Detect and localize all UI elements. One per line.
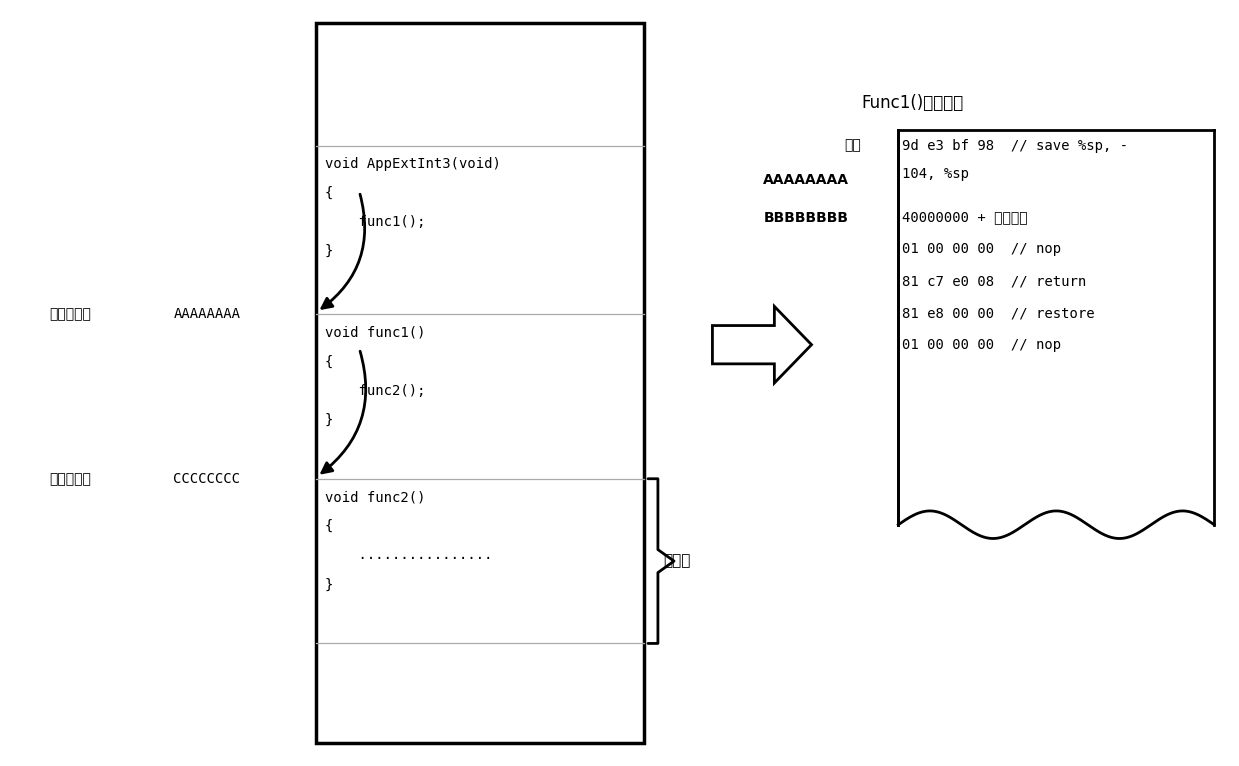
Text: 01 00 00 00  // nop: 01 00 00 00 // nop: [902, 339, 1061, 352]
Text: CCCCCCCC: CCCCCCCC: [173, 472, 240, 486]
Text: {: {: [325, 186, 333, 200]
Text: Func1()替换为：: Func1()替换为：: [861, 94, 964, 113]
Text: 注入区: 注入区: [663, 553, 690, 568]
Polygon shape: [898, 130, 1214, 538]
Text: {: {: [325, 519, 333, 533]
Text: 104, %sp: 104, %sp: [902, 167, 969, 181]
Polygon shape: [712, 306, 812, 383]
Text: func2();: func2();: [325, 384, 425, 398]
Text: ................: ................: [325, 548, 492, 562]
Text: BBBBBBBB: BBBBBBBB: [763, 211, 849, 225]
Text: 9d e3 bf 98  // save %sp, -: 9d e3 bf 98 // save %sp, -: [902, 139, 1129, 152]
Text: 01 00 00 00  // nop: 01 00 00 00 // nop: [902, 242, 1061, 256]
Text: 40000000 + 偏移地址: 40000000 + 偏移地址: [902, 210, 1027, 224]
Text: 81 e8 00 00  // restore: 81 e8 00 00 // restore: [902, 306, 1094, 320]
Text: 地址: 地址: [844, 139, 861, 152]
Text: {: {: [325, 355, 333, 368]
Text: 起始地址：: 起始地址：: [50, 472, 92, 486]
Text: 81 c7 e0 08  // return: 81 c7 e0 08 // return: [902, 274, 1087, 288]
Text: AAAAAAAA: AAAAAAAA: [763, 173, 849, 187]
Text: AAAAAAAA: AAAAAAAA: [173, 307, 240, 321]
Text: }: }: [325, 413, 333, 427]
Text: func1();: func1();: [325, 215, 425, 229]
Text: }: }: [325, 244, 333, 258]
Text: void func1(): void func1(): [325, 326, 425, 339]
Text: 起始地址：: 起始地址：: [50, 307, 92, 321]
FancyArrowPatch shape: [322, 351, 366, 473]
Text: void func2(): void func2(): [325, 490, 425, 504]
Text: }: }: [325, 578, 333, 591]
FancyArrowPatch shape: [322, 195, 364, 308]
Text: void AppExtInt3(void): void AppExtInt3(void): [325, 157, 501, 171]
Bar: [316, 23, 644, 743]
